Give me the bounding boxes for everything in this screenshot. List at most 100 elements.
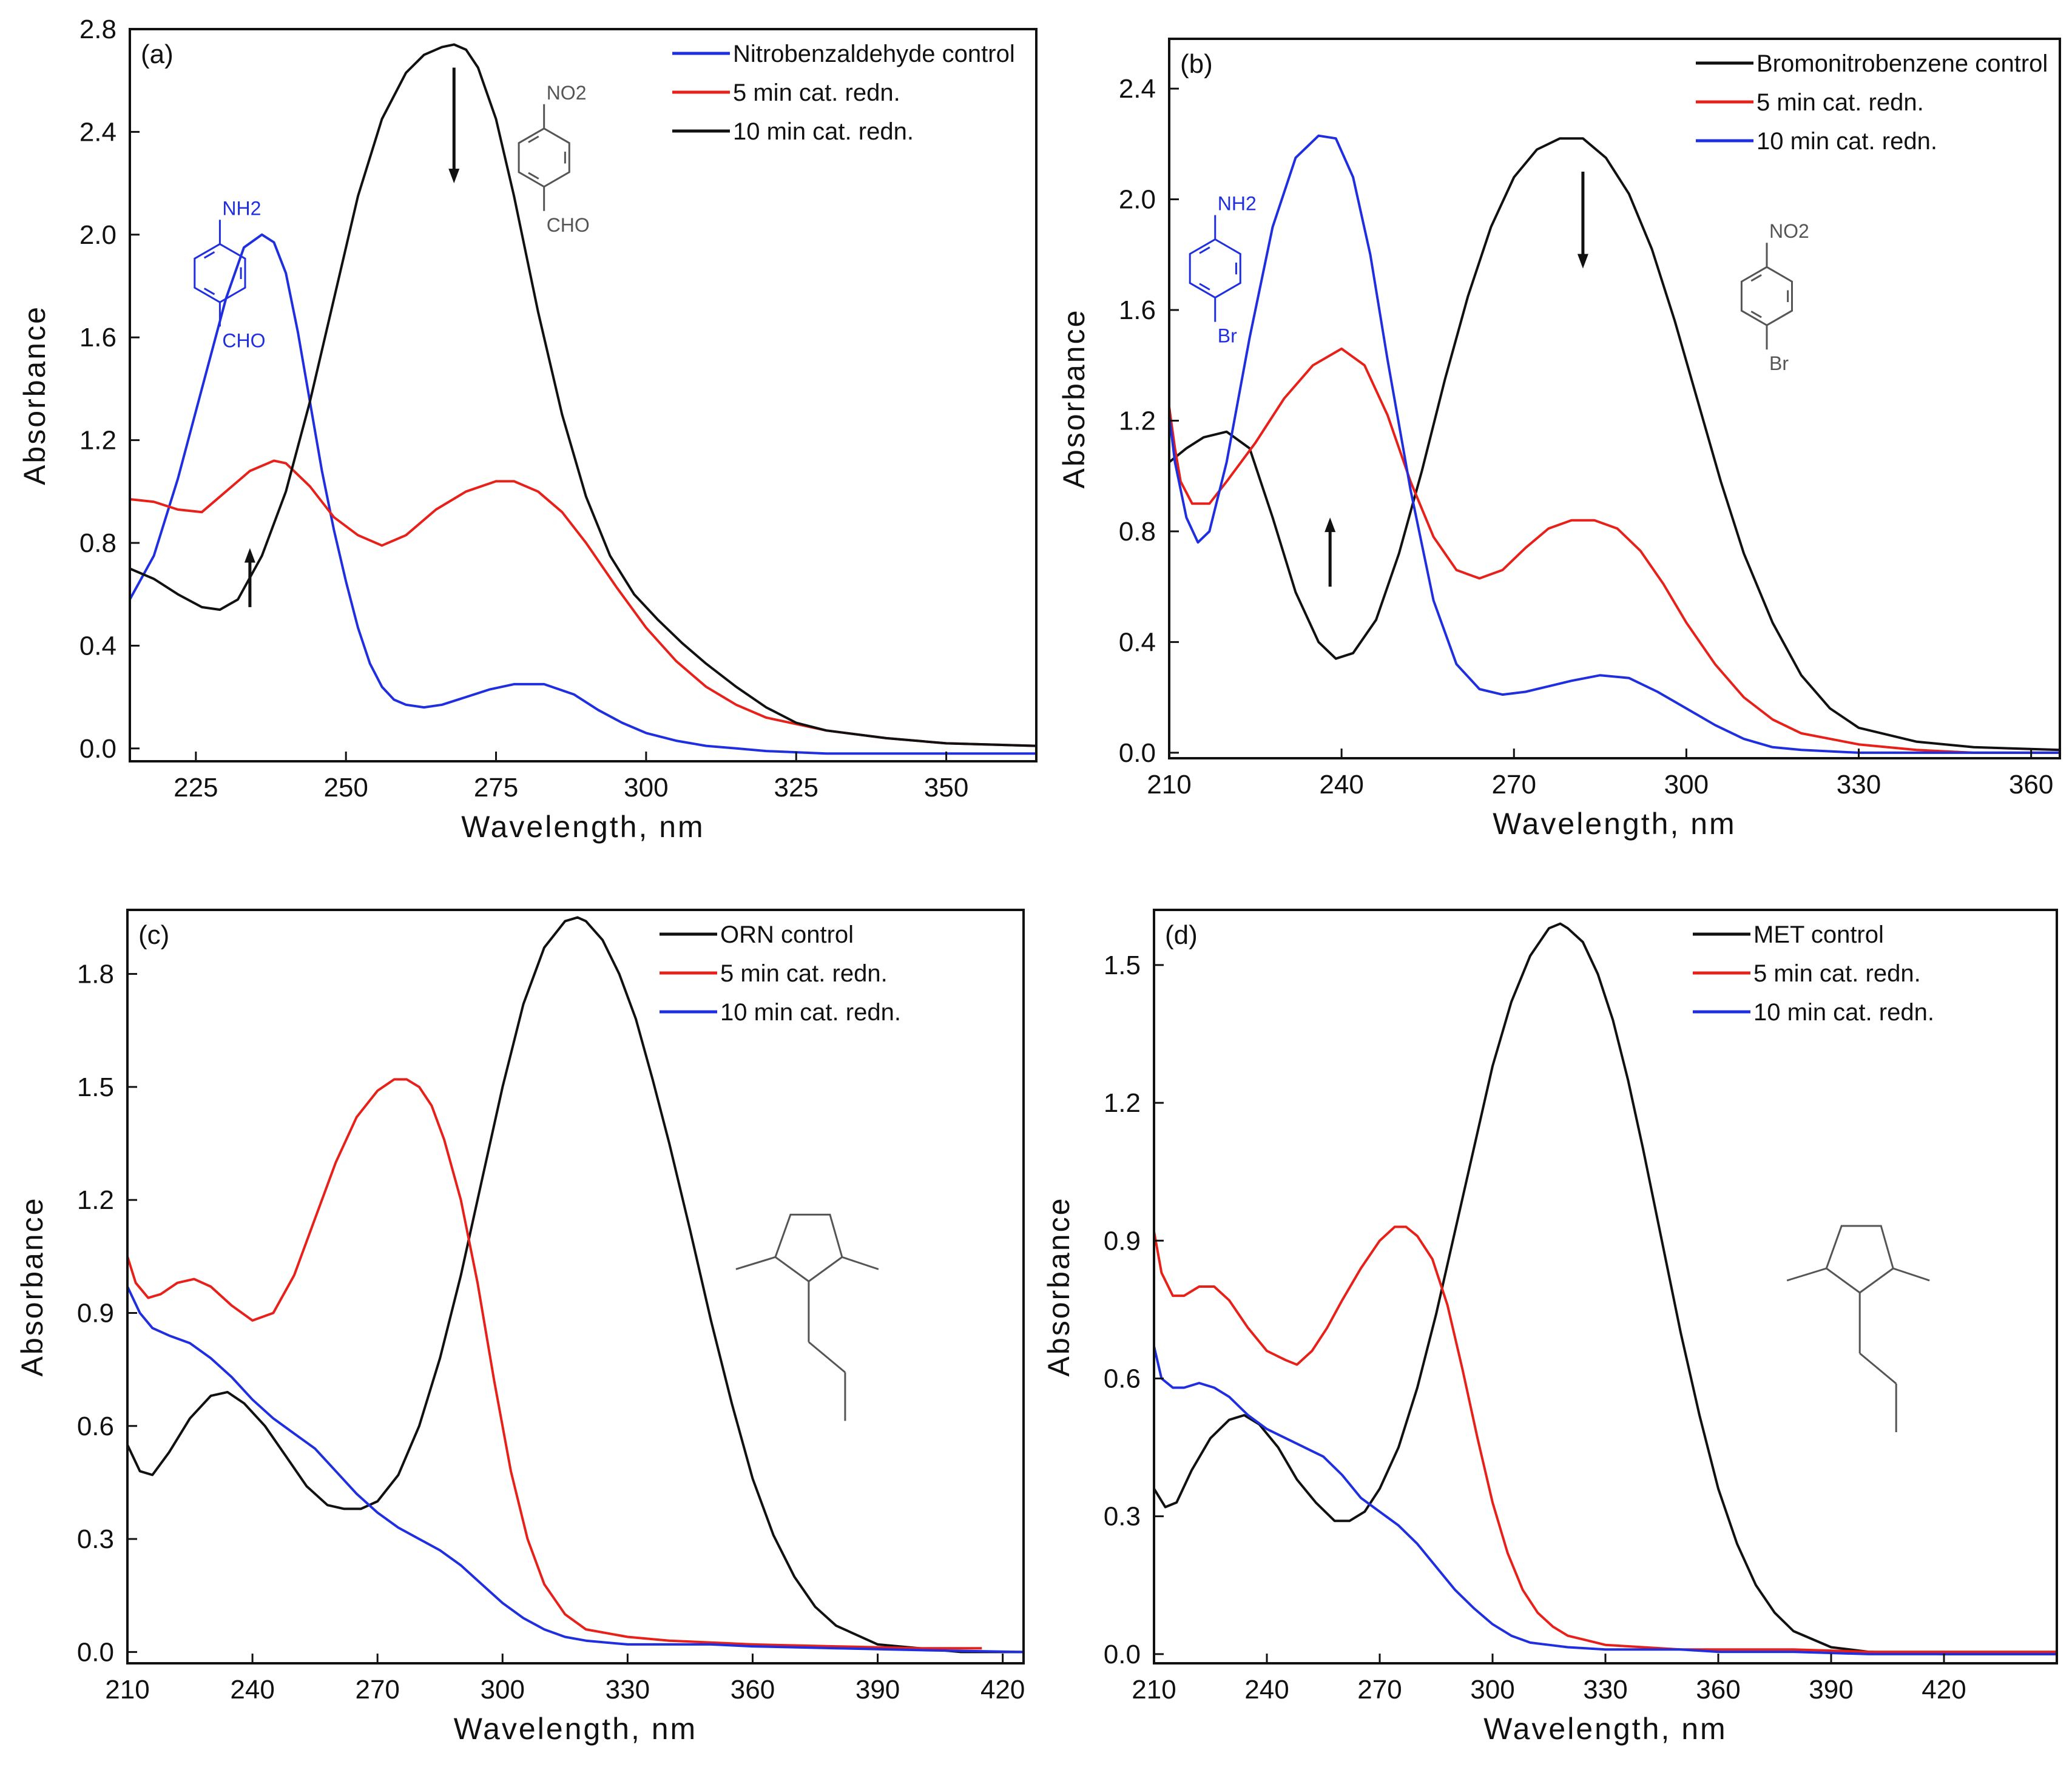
substituent-top: NH2 <box>1218 193 1257 215</box>
legend-label: ORN control <box>720 921 854 948</box>
legend-label: 10 min cat. redn. <box>733 118 914 145</box>
y-axis-title: Absorbance <box>18 305 52 485</box>
panel-label: (c) <box>138 920 169 950</box>
panel-label: (b) <box>1180 49 1213 79</box>
legend-label: Nitrobenzaldehyde control <box>733 41 1015 67</box>
y-tick-label: 1.6 <box>1119 295 1156 325</box>
legend-label: 5 min cat. redn. <box>733 79 900 106</box>
series-line-1 <box>127 916 1024 1654</box>
x-axis-title: Wavelength, nm <box>1483 1712 1727 1746</box>
y-axis-title: Absorbance <box>1057 309 1091 489</box>
arrow-head <box>448 169 460 184</box>
y-tick-label: 0.4 <box>1119 627 1156 657</box>
series-line-3 <box>127 1286 1024 1654</box>
x-tick-label: 300 <box>624 773 668 803</box>
plot-frame <box>129 28 1038 762</box>
x-tick-label: 270 <box>355 1675 399 1705</box>
y-tick-label: 0.6 <box>77 1412 114 1441</box>
arrow-head <box>1325 517 1336 533</box>
y-tick-label: 1.2 <box>77 1185 114 1215</box>
panel-c: 0.0 0.3 0.6 0.9 1.2 1.5 1.8 210 240 270 300 330 360 3… <box>15 909 1025 1746</box>
series-line-3 <box>1169 134 2060 754</box>
x-axis-title: Wavelength, nm <box>454 1712 697 1746</box>
legend-label: 10 min cat. redn. <box>1756 128 1937 155</box>
legend-label: 10 min cat. redn. <box>720 999 901 1026</box>
x-tick-label: 350 <box>924 773 968 803</box>
legend-label: 5 min cat. redn. <box>720 960 888 987</box>
y-tick-label: 1.2 <box>1119 406 1156 436</box>
legend-label: MET control <box>1753 921 1884 948</box>
plot-frame <box>1168 38 2061 759</box>
y-tick-label: 2.4 <box>79 117 116 147</box>
y-tick-label: 1.5 <box>1104 951 1141 980</box>
y-tick-label: 2.8 <box>79 15 116 44</box>
x-tick-label: 270 <box>1492 770 1536 799</box>
molecule-structure <box>1786 1225 1930 1432</box>
panel-a: 0.0 0.4 0.8 1.2 1.6 2.0 2.4 2.8 225 250 275 300 325 3… <box>18 15 1038 844</box>
substituent-top: NO2 <box>547 82 587 104</box>
y-tick-label: 1.8 <box>77 960 114 989</box>
x-tick-label: 225 <box>174 773 218 803</box>
plot-frame <box>126 909 1025 1665</box>
x-tick-label: 210 <box>1147 770 1191 799</box>
legend-label: 5 min cat. redn. <box>1756 89 1924 116</box>
x-tick-label: 360 <box>2009 770 2053 799</box>
x-tick-label: 300 <box>1470 1675 1514 1705</box>
y-tick-label: 2.0 <box>79 220 116 250</box>
y-tick-label: 0.0 <box>79 734 116 764</box>
x-tick-label: 300 <box>481 1675 525 1705</box>
y-tick-label: 0.3 <box>1104 1502 1141 1532</box>
x-tick-label: 420 <box>980 1675 1025 1705</box>
series-line-3 <box>1154 1346 2057 1655</box>
x-tick-label: 420 <box>1922 1675 1966 1705</box>
substituent-bottom: CHO <box>547 214 590 236</box>
x-tick-label: 330 <box>1837 770 1881 799</box>
y-tick-label: 0.9 <box>77 1298 114 1328</box>
y-tick-label: 0.0 <box>1119 738 1156 768</box>
x-tick-label: 390 <box>1809 1675 1853 1705</box>
molecule-structure <box>735 1213 879 1421</box>
y-tick-label: 0.9 <box>1104 1226 1141 1256</box>
y-tick-label: 0.8 <box>1119 517 1156 547</box>
x-tick-label: 210 <box>105 1675 149 1705</box>
x-tick-label: 390 <box>855 1675 900 1705</box>
series-line-2 <box>130 459 1036 747</box>
x-tick-label: 270 <box>1357 1675 1402 1705</box>
arrow-head <box>244 548 255 563</box>
x-tick-label: 240 <box>1319 770 1363 799</box>
y-tick-label: 0.6 <box>1104 1364 1141 1393</box>
y-tick-label: 1.6 <box>79 323 116 352</box>
x-tick-label: 210 <box>1132 1675 1176 1705</box>
substituent-top: NH2 <box>222 197 261 219</box>
molecule-structure: NH2 CHO <box>194 197 266 351</box>
y-axis-title: Absorbance <box>15 1197 49 1377</box>
series-line-2 <box>127 1078 982 1650</box>
x-tick-label: 360 <box>731 1675 775 1705</box>
molecule-structure: NO2 CHO <box>518 82 590 236</box>
arrow-head <box>1577 254 1588 269</box>
substituent-bottom: Br <box>1769 352 1789 374</box>
y-tick-label: 0.0 <box>77 1637 114 1667</box>
panel-b: 0.0 0.4 0.8 1.2 1.6 2.0 2.4 210 240 270 300 330 360 W… <box>1057 38 2061 841</box>
molecule-structure: NH2 Br <box>1189 193 1257 347</box>
x-tick-label: 300 <box>1664 770 1709 799</box>
x-tick-label: 360 <box>1696 1675 1740 1705</box>
x-tick-label: 325 <box>774 773 818 803</box>
panel-label: (a) <box>141 39 174 69</box>
panel-d: 0.0 0.3 0.6 0.9 1.2 1.5 210 240 270 300 330 360 390 4… <box>1042 909 2058 1746</box>
series-line-3 <box>130 43 1036 747</box>
x-axis-title: Wavelength, nm <box>1493 807 1736 841</box>
legend-label: 5 min cat. redn. <box>1753 960 1921 987</box>
y-tick-label: 0.3 <box>77 1524 114 1554</box>
y-tick-label: 1.2 <box>1104 1088 1141 1118</box>
y-tick-label: 1.2 <box>79 426 116 456</box>
legend-label: Bromonitrobenzene control <box>1756 50 2048 77</box>
x-tick-label: 330 <box>606 1675 650 1705</box>
legend-label: 10 min cat. redn. <box>1753 999 1934 1026</box>
substituent-bottom: CHO <box>222 329 265 351</box>
substituent-top: NO2 <box>1769 220 1809 242</box>
x-tick-label: 240 <box>230 1675 274 1705</box>
series-line-1 <box>130 233 1036 755</box>
x-axis-title: Wavelength, nm <box>461 810 704 844</box>
